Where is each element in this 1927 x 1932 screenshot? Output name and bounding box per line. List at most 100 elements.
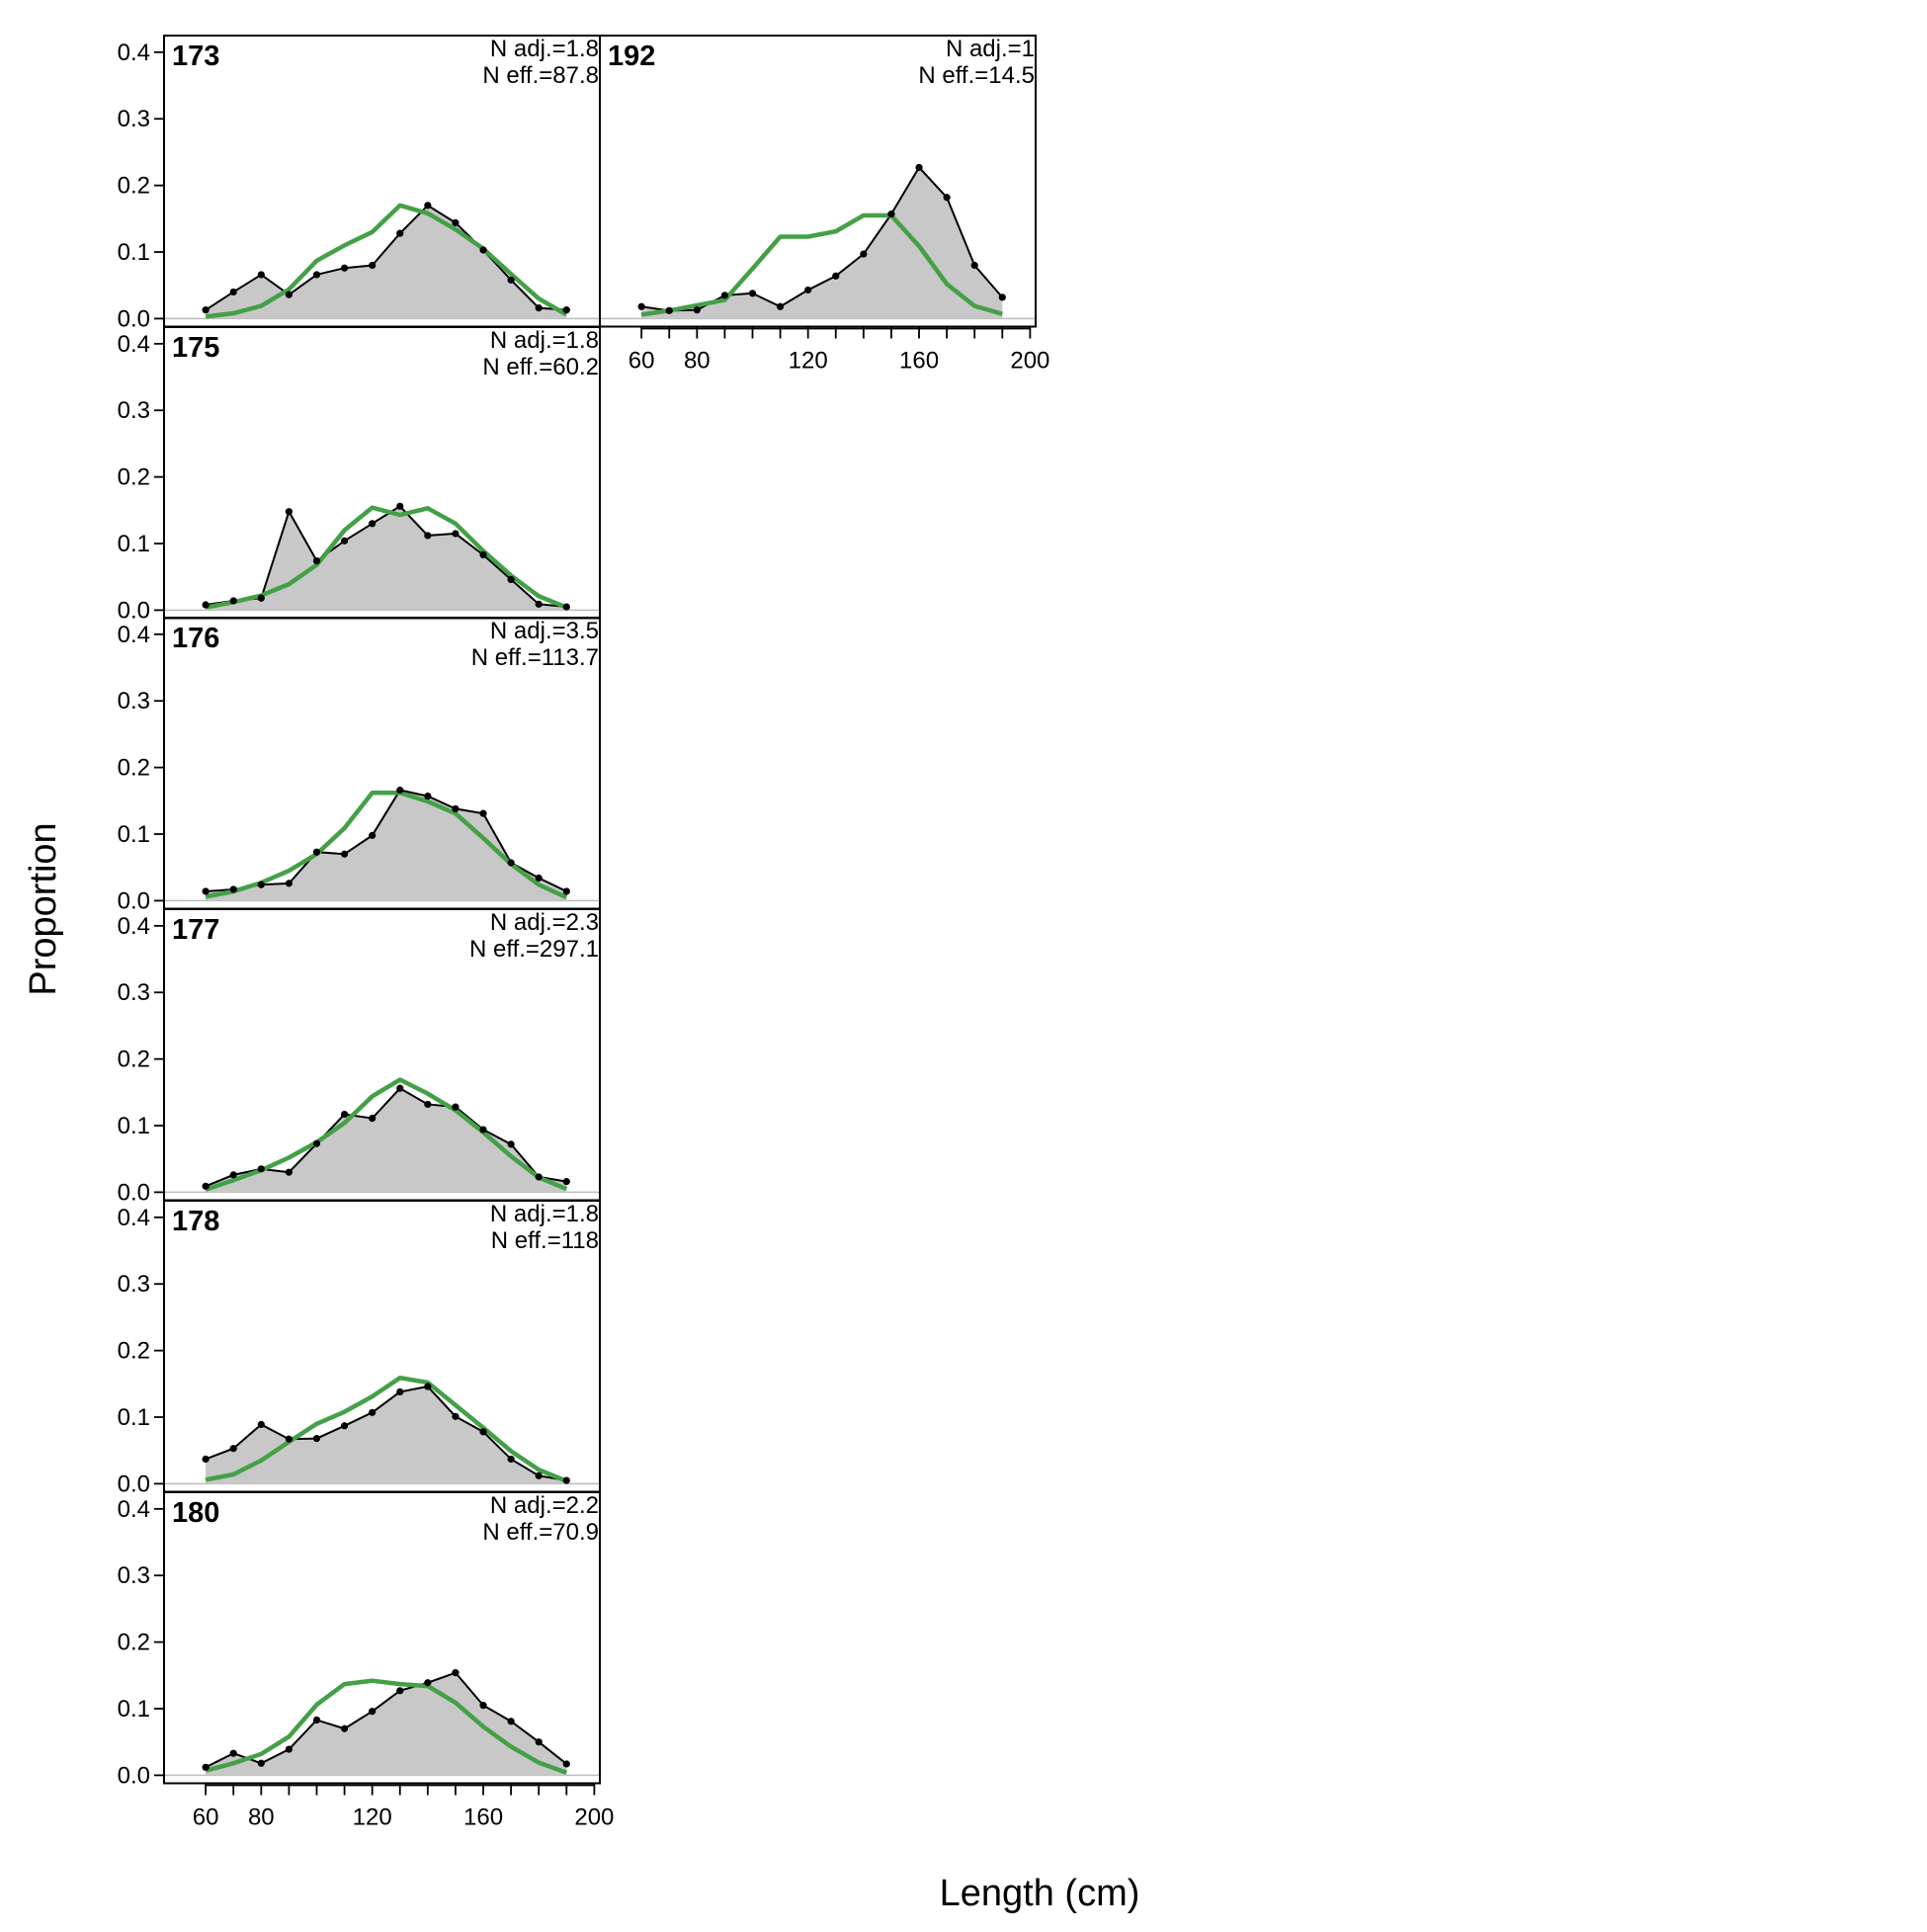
panel-178-observed-point <box>452 1412 460 1420</box>
panel-178-observed-area <box>206 1386 567 1484</box>
panel-178-observed-point <box>424 1383 432 1390</box>
panel-178-y-tick-label: 0.3 <box>118 1271 150 1298</box>
panel-175-observed-point <box>340 537 349 545</box>
panel-178-n-adj: N adj.=1.8 <box>490 1201 599 1227</box>
panel-175-title: 175 <box>172 332 219 364</box>
panel-176-observed-point <box>424 793 432 800</box>
panel-180-observed-point <box>452 1669 460 1677</box>
panel-180-observed-line <box>205 1671 567 1769</box>
panel-178-observed-point <box>535 1471 543 1479</box>
panel-175-observed-point <box>535 600 543 608</box>
panel-192-observed-point <box>637 302 645 310</box>
panel-180-observed-point <box>507 1718 515 1725</box>
panel-178-observed-point <box>507 1455 515 1464</box>
panel-180-x-tick-label: 200 <box>574 1805 614 1831</box>
panel-177-y-tick-label: 0.2 <box>118 1047 150 1073</box>
panel-178-y-tick-label: 0.1 <box>118 1404 150 1431</box>
panel-173-expected-line <box>205 203 568 319</box>
panel-173-observed-point <box>452 218 460 226</box>
panel-192-observed-point <box>915 163 923 172</box>
panel-176-observed-point <box>369 831 377 839</box>
panel-176-n-eff: N eff.=113.7 <box>471 644 599 671</box>
panel-192-observed-point <box>804 286 812 294</box>
panel-180-x-tick-label: 80 <box>248 1805 275 1831</box>
panel-173-observed-point <box>312 271 321 279</box>
panel-177-title: 177 <box>172 914 219 946</box>
panel-173-observed-point <box>535 304 543 312</box>
panel-177-n-adj: N adj.=2.3 <box>490 909 599 936</box>
panel-192-observed-point <box>665 306 673 314</box>
panel-180-title: 180 <box>172 1497 219 1529</box>
panel-175-y-tick-label: 0.3 <box>118 397 150 424</box>
panel-192-observed-point <box>943 194 951 202</box>
panel-177-n-eff: N eff.=297.1 <box>469 936 599 963</box>
panel-173-observed-point <box>562 306 570 314</box>
panel-178-observed-point <box>396 1387 404 1396</box>
panel-173-n-adj: N adj.=1.8 <box>490 36 599 62</box>
panel-177-observed-point <box>229 1171 237 1179</box>
panel-192-observed-point <box>720 292 729 299</box>
panel-180-observed-point <box>229 1749 237 1757</box>
panel-176-observed-line <box>206 789 567 892</box>
panel-173-observed-point <box>257 271 265 279</box>
panel-180-y-tick-label: 0.4 <box>118 1496 150 1523</box>
panel-175-observed-area <box>206 506 567 611</box>
panel-176-title: 176 <box>172 623 219 654</box>
panel-180-n-eff: N eff.=70.9 <box>482 1519 599 1546</box>
panel-192-n-eff: N eff.=14.5 <box>918 62 1035 89</box>
panel-175-observed-point <box>285 508 293 516</box>
panel-173-observed-point <box>369 261 377 270</box>
panel-180-observed-point <box>285 1745 293 1753</box>
panel-177-observed-point <box>312 1139 321 1147</box>
panel-178-title: 178 <box>172 1206 219 1237</box>
panel-176-observed-point <box>202 887 209 895</box>
panel-192-observed-point <box>776 302 785 310</box>
panel-180-n-adj: N adj.=2.2 <box>490 1492 599 1519</box>
panel-173-observed-point <box>396 229 404 237</box>
panel-192-x-tick-label: 120 <box>789 348 828 375</box>
panel-180-x-tick-label: 160 <box>463 1805 503 1831</box>
panel-178-expected-line <box>205 1376 568 1483</box>
panel-176-y-tick-label: 0.2 <box>118 755 150 782</box>
panel-180-observed-point <box>535 1738 543 1746</box>
panel-192-n-adj: N adj.=1 <box>946 36 1035 62</box>
panel-177-y-tick-label: 0.3 <box>118 979 150 1006</box>
panel-180-observed-point <box>479 1702 487 1710</box>
panel-176-y-tick-label: 0.3 <box>118 688 150 714</box>
panel-173-y-tick-label: 0.0 <box>118 305 150 332</box>
panel-192-observed-point <box>832 272 840 280</box>
panel-175-observed-line <box>205 505 567 609</box>
panel-177-y-tick-label: 0.1 <box>118 1113 150 1139</box>
x-axis-title: Length (cm) <box>940 1873 1140 1914</box>
panel-178-observed-point <box>340 1422 349 1430</box>
panel-173-observed-area <box>206 205 567 319</box>
panel-175-observed-point <box>507 575 515 584</box>
panel-180-y-tick-label: 0.3 <box>118 1562 150 1589</box>
panel-192-observed-point <box>693 306 701 314</box>
panel-178-observed-point <box>369 1408 377 1416</box>
panel-192-x-tick-label: 60 <box>628 348 655 375</box>
panel-178-y-tick-label: 0.4 <box>118 1205 150 1231</box>
panel-175-y-tick-label: 0.0 <box>118 597 150 624</box>
panel-192-observed-point <box>748 290 757 297</box>
panel-177-observed-point <box>340 1110 349 1119</box>
panel-175-observed-point <box>202 601 209 609</box>
panel-173-observed-point <box>424 202 432 210</box>
panel-173-observed-point <box>479 246 487 254</box>
panel-173-observed-point <box>340 264 349 272</box>
panel-192-observed-point <box>887 210 895 218</box>
panel-173-y-tick-label: 0.1 <box>118 239 150 266</box>
panel-180-observed-point <box>257 1759 265 1767</box>
panel-175-n-eff: N eff.=60.2 <box>482 354 599 380</box>
panel-192-title: 192 <box>608 41 655 72</box>
panel-173-y-tick-label: 0.2 <box>118 173 150 200</box>
panel-177-observed-point <box>507 1140 515 1148</box>
panel-175-observed-point <box>396 502 404 510</box>
panel-173-observed-point <box>285 291 293 298</box>
panel-178-n-eff: N eff.=118 <box>491 1227 599 1254</box>
panel-192-observed-area <box>641 167 1003 319</box>
panel-176-observed-point <box>396 786 404 795</box>
panel-177-observed-point <box>396 1084 404 1092</box>
